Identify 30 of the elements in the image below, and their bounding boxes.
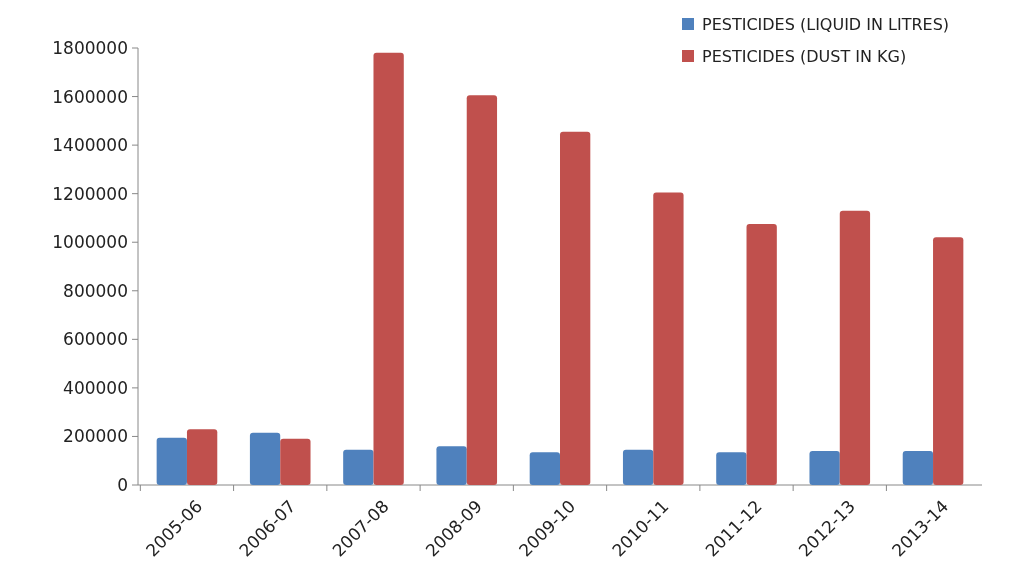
bar [560, 131, 591, 485]
y-tick-label: 1200000 [52, 183, 128, 204]
bar [186, 429, 218, 485]
y-tick-label: 800000 [63, 280, 128, 301]
y-tick-label: 0 [117, 474, 128, 495]
bar [249, 432, 281, 485]
bar [746, 224, 777, 485]
y-tick-label: 1000000 [52, 232, 128, 253]
bar [343, 449, 374, 485]
bar [436, 446, 467, 485]
bar [902, 451, 934, 485]
y-tick-label: 600000 [63, 329, 128, 350]
bar [622, 449, 654, 485]
bar [280, 438, 311, 485]
bar [653, 192, 684, 485]
y-tick-label: 1400000 [52, 135, 128, 156]
bar [466, 95, 498, 485]
y-tick-label: 1600000 [52, 86, 128, 107]
bar [156, 437, 187, 485]
y-tick-label: 1800000 [52, 37, 128, 58]
bar [839, 210, 871, 485]
legend-label: PESTICIDES (DUST IN KG) [702, 46, 907, 66]
bar [373, 52, 404, 485]
bar [933, 237, 964, 485]
legend-label: PESTICIDES (LIQUID IN LITRES) [702, 14, 950, 34]
bar [716, 452, 747, 485]
y-tick-label: 400000 [63, 377, 128, 398]
bar [809, 451, 840, 485]
bar [529, 452, 560, 485]
y-tick-label: 200000 [63, 426, 128, 447]
